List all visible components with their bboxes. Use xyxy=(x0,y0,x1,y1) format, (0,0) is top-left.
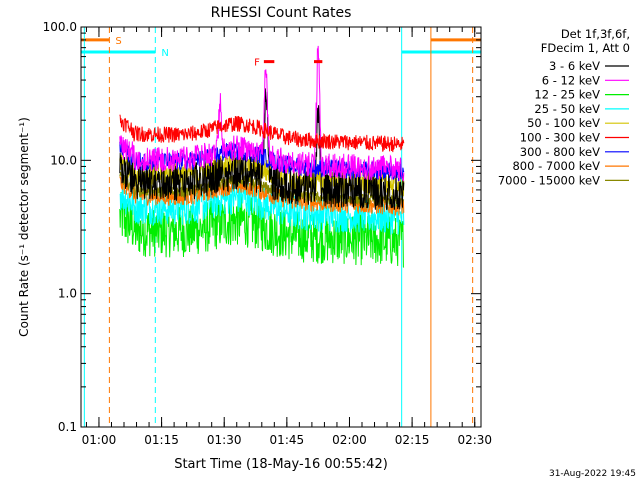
x-tick-label: 01:30 xyxy=(207,433,242,447)
legend-entry-label: 100 - 300 keV xyxy=(520,131,600,145)
x-tick-label: 02:15 xyxy=(395,433,430,447)
footer-timestamp: 31-Aug-2022 19:45 xyxy=(549,469,636,479)
series-line xyxy=(119,171,405,207)
x-tick-label: 02:00 xyxy=(332,433,367,447)
x-tick-label: 01:15 xyxy=(144,433,179,447)
chart-title: RHESSI Count Rates xyxy=(211,5,352,21)
flare-flags: F xyxy=(254,58,323,69)
x-axis-label: Start Time (18-May-16 00:55:42) xyxy=(174,457,388,472)
series-line xyxy=(119,114,405,153)
legend-entry-label: 25 - 50 keV xyxy=(534,102,600,116)
x-tick-label: 02:30 xyxy=(457,433,492,447)
legend-header-line-1: Det 1f,3f,6f, xyxy=(561,27,630,41)
saa-bar-label: S xyxy=(115,36,121,47)
legend-header-line-2: FDecim 1, Att 0 xyxy=(541,41,630,55)
y-axis-ticks: 0.1 1.0 10.0 100.0 xyxy=(43,20,481,434)
y-axis-label: Count Rate (s⁻¹ detector segment⁻¹) xyxy=(17,117,31,337)
series-line xyxy=(119,45,405,182)
legend-entry-label: 6 - 12 keV xyxy=(542,73,600,87)
legend-entry-label: 7000 - 15000 keV xyxy=(498,173,600,187)
y-tick-label: 0.1 xyxy=(58,420,77,434)
saa-bar-label: N xyxy=(161,48,168,59)
plot-frame xyxy=(80,26,482,428)
saa-bars: SN xyxy=(81,36,481,59)
x-axis-ticks: 01:00 01:15 01:30 01:45 02:00 02:15 02:30 xyxy=(82,27,492,447)
data-series xyxy=(119,45,405,268)
y-tick-label: 1.0 xyxy=(58,287,77,301)
x-tick-label: 01:00 xyxy=(82,433,117,447)
y-tick-label: 100.0 xyxy=(43,20,77,34)
legend-entry-label: 300 - 800 keV xyxy=(520,145,600,159)
x-tick-label: 01:45 xyxy=(270,433,305,447)
flare-flag-label: F xyxy=(254,58,260,69)
legend-entry-label: 3 - 6 keV xyxy=(549,59,600,73)
legend: Det 1f,3f,6f, FDecim 1, Att 0 3 - 6 keV6… xyxy=(498,27,630,187)
legend-entry-label: 800 - 7000 keV xyxy=(512,159,600,173)
y-tick-label: 10.0 xyxy=(50,153,77,167)
series-line xyxy=(119,88,405,211)
legend-entry-label: 50 - 100 keV xyxy=(527,116,600,130)
legend-entry-label: 12 - 25 keV xyxy=(534,88,600,102)
